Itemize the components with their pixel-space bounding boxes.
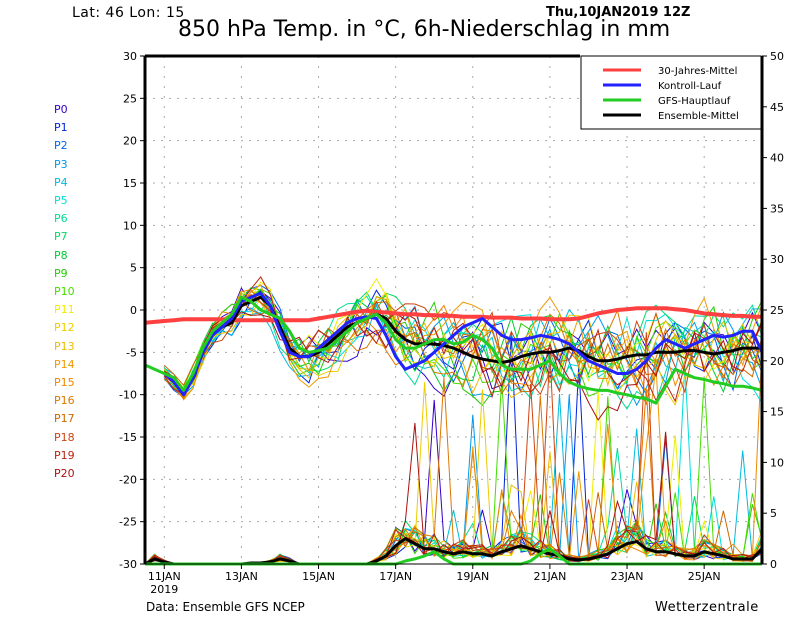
main-series: [144, 291, 764, 566]
member-label-p9: P9: [54, 266, 68, 280]
member-label-p20: P20: [54, 467, 75, 480]
x-tick-label: 21JAN: [534, 570, 567, 583]
legend-box: 30-Jahres-Mittel Kontroll-Lauf GFS-Hauptla…: [580, 55, 762, 130]
x-tick-label: 13JAN: [225, 570, 258, 583]
legend-label: Ensemble-Mittel: [658, 111, 739, 122]
member-temp-line-p10: [163, 288, 763, 397]
member-label-p6: P6: [54, 212, 68, 226]
member-label-p19: P19: [54, 448, 75, 462]
y-tick-label-right: 15: [770, 406, 784, 419]
member-label-p1: P1: [54, 121, 68, 135]
y-tick-label-right: 25: [770, 304, 784, 317]
y-tick-label-right: 45: [770, 101, 784, 114]
member-temp-line-p20: [164, 311, 763, 421]
member-label-p10: P10: [54, 285, 75, 298]
y-tick-label-left: -25: [119, 516, 137, 529]
member-temp-line-p19: [163, 276, 763, 403]
member-label-p12: P12: [54, 321, 75, 335]
axes: 302520151050-5-10-15-20-25-3050454035302…: [119, 50, 784, 596]
data-source-label: Data: Ensemble GFS NCEP: [146, 600, 305, 614]
member-label-p0: P0: [54, 103, 68, 116]
member-label-p14: P14: [54, 357, 75, 371]
kontroll-lauf-line: [163, 291, 764, 397]
member-precip-line-p16: [144, 377, 763, 565]
y-tick-label-right: 20: [770, 355, 784, 368]
legend-label: Kontroll-Lauf: [658, 81, 722, 92]
y-tick-label-right: 35: [770, 202, 784, 215]
y-tick-label-right: 10: [770, 456, 784, 469]
member-temp-line-p18: [164, 293, 763, 396]
y-tick-label-left: -30: [119, 558, 137, 571]
member-label-p7: P7: [54, 230, 68, 244]
y-tick-label-left: -10: [119, 389, 137, 402]
member-label-p3: P3: [54, 157, 68, 171]
member-label-p4: P4: [54, 175, 68, 189]
run-timestamp: Thu,10JAN2019 12Z: [546, 5, 691, 20]
legend-label: GFS-Hauptlauf: [658, 96, 731, 107]
x-tick-sublabel: 2019: [150, 583, 178, 596]
y-tick-label-left: -15: [119, 431, 137, 444]
x-tick-label: 23JAN: [611, 570, 644, 583]
y-tick-label-left: 10: [123, 219, 137, 232]
y-tick-label-left: 20: [123, 135, 137, 148]
y-tick-label-right: 40: [770, 152, 784, 165]
x-tick-label: 25JAN: [688, 570, 721, 583]
member-label-p8: P8: [54, 248, 68, 262]
y-tick-label-left: 5: [130, 262, 137, 275]
y-tick-label-left: 25: [123, 92, 137, 105]
lat-lon-label: Lat: 46 Lon: 15: [72, 5, 185, 21]
y-tick-label-left: -5: [126, 346, 137, 359]
member-label-p13: P13: [54, 339, 75, 353]
member-temp-line-p13: [163, 294, 763, 400]
member-label-p18: P18: [54, 430, 75, 444]
member-label-p17: P17: [54, 412, 75, 426]
x-tick-label: 17JAN: [379, 570, 412, 583]
member-temp-line-p2: [163, 284, 763, 398]
x-tick-label: 19JAN: [456, 570, 489, 583]
gfs-hauptlauf-line: [144, 295, 763, 405]
member-temp-line-p16: [163, 290, 763, 406]
member-label-p16: P16: [54, 394, 75, 408]
y-tick-label-left: -20: [119, 473, 137, 486]
x-tick-label: 11JAN: [148, 570, 181, 583]
y-tick-label-right: 0: [770, 558, 777, 571]
30-jahres-mittel-line: [144, 306, 762, 325]
legend-frame: [580, 55, 762, 130]
member-label-p2: P2: [54, 139, 68, 153]
member-label-p5: P5: [54, 194, 68, 207]
member-label-p11: P11: [54, 303, 75, 317]
legend-label: 30-Jahres-Mittel: [658, 66, 737, 77]
ensemble-mittel-line: [163, 295, 762, 397]
y-tick-label-right: 30: [770, 253, 784, 266]
y-tick-label-right: 5: [770, 507, 777, 520]
brand-label: Wetterzentrale: [655, 600, 759, 615]
y-tick-label-left: 30: [123, 50, 137, 63]
x-tick-label: 15JAN: [302, 570, 335, 583]
y-tick-label-right: 50: [770, 50, 784, 63]
member-label-p15: P15: [54, 376, 75, 389]
y-tick-label-left: 0: [130, 304, 137, 317]
y-tick-label-left: 15: [123, 177, 137, 190]
chart-title: 850 hPa Temp. in °C, 6h-Niederschlag in …: [178, 17, 671, 42]
